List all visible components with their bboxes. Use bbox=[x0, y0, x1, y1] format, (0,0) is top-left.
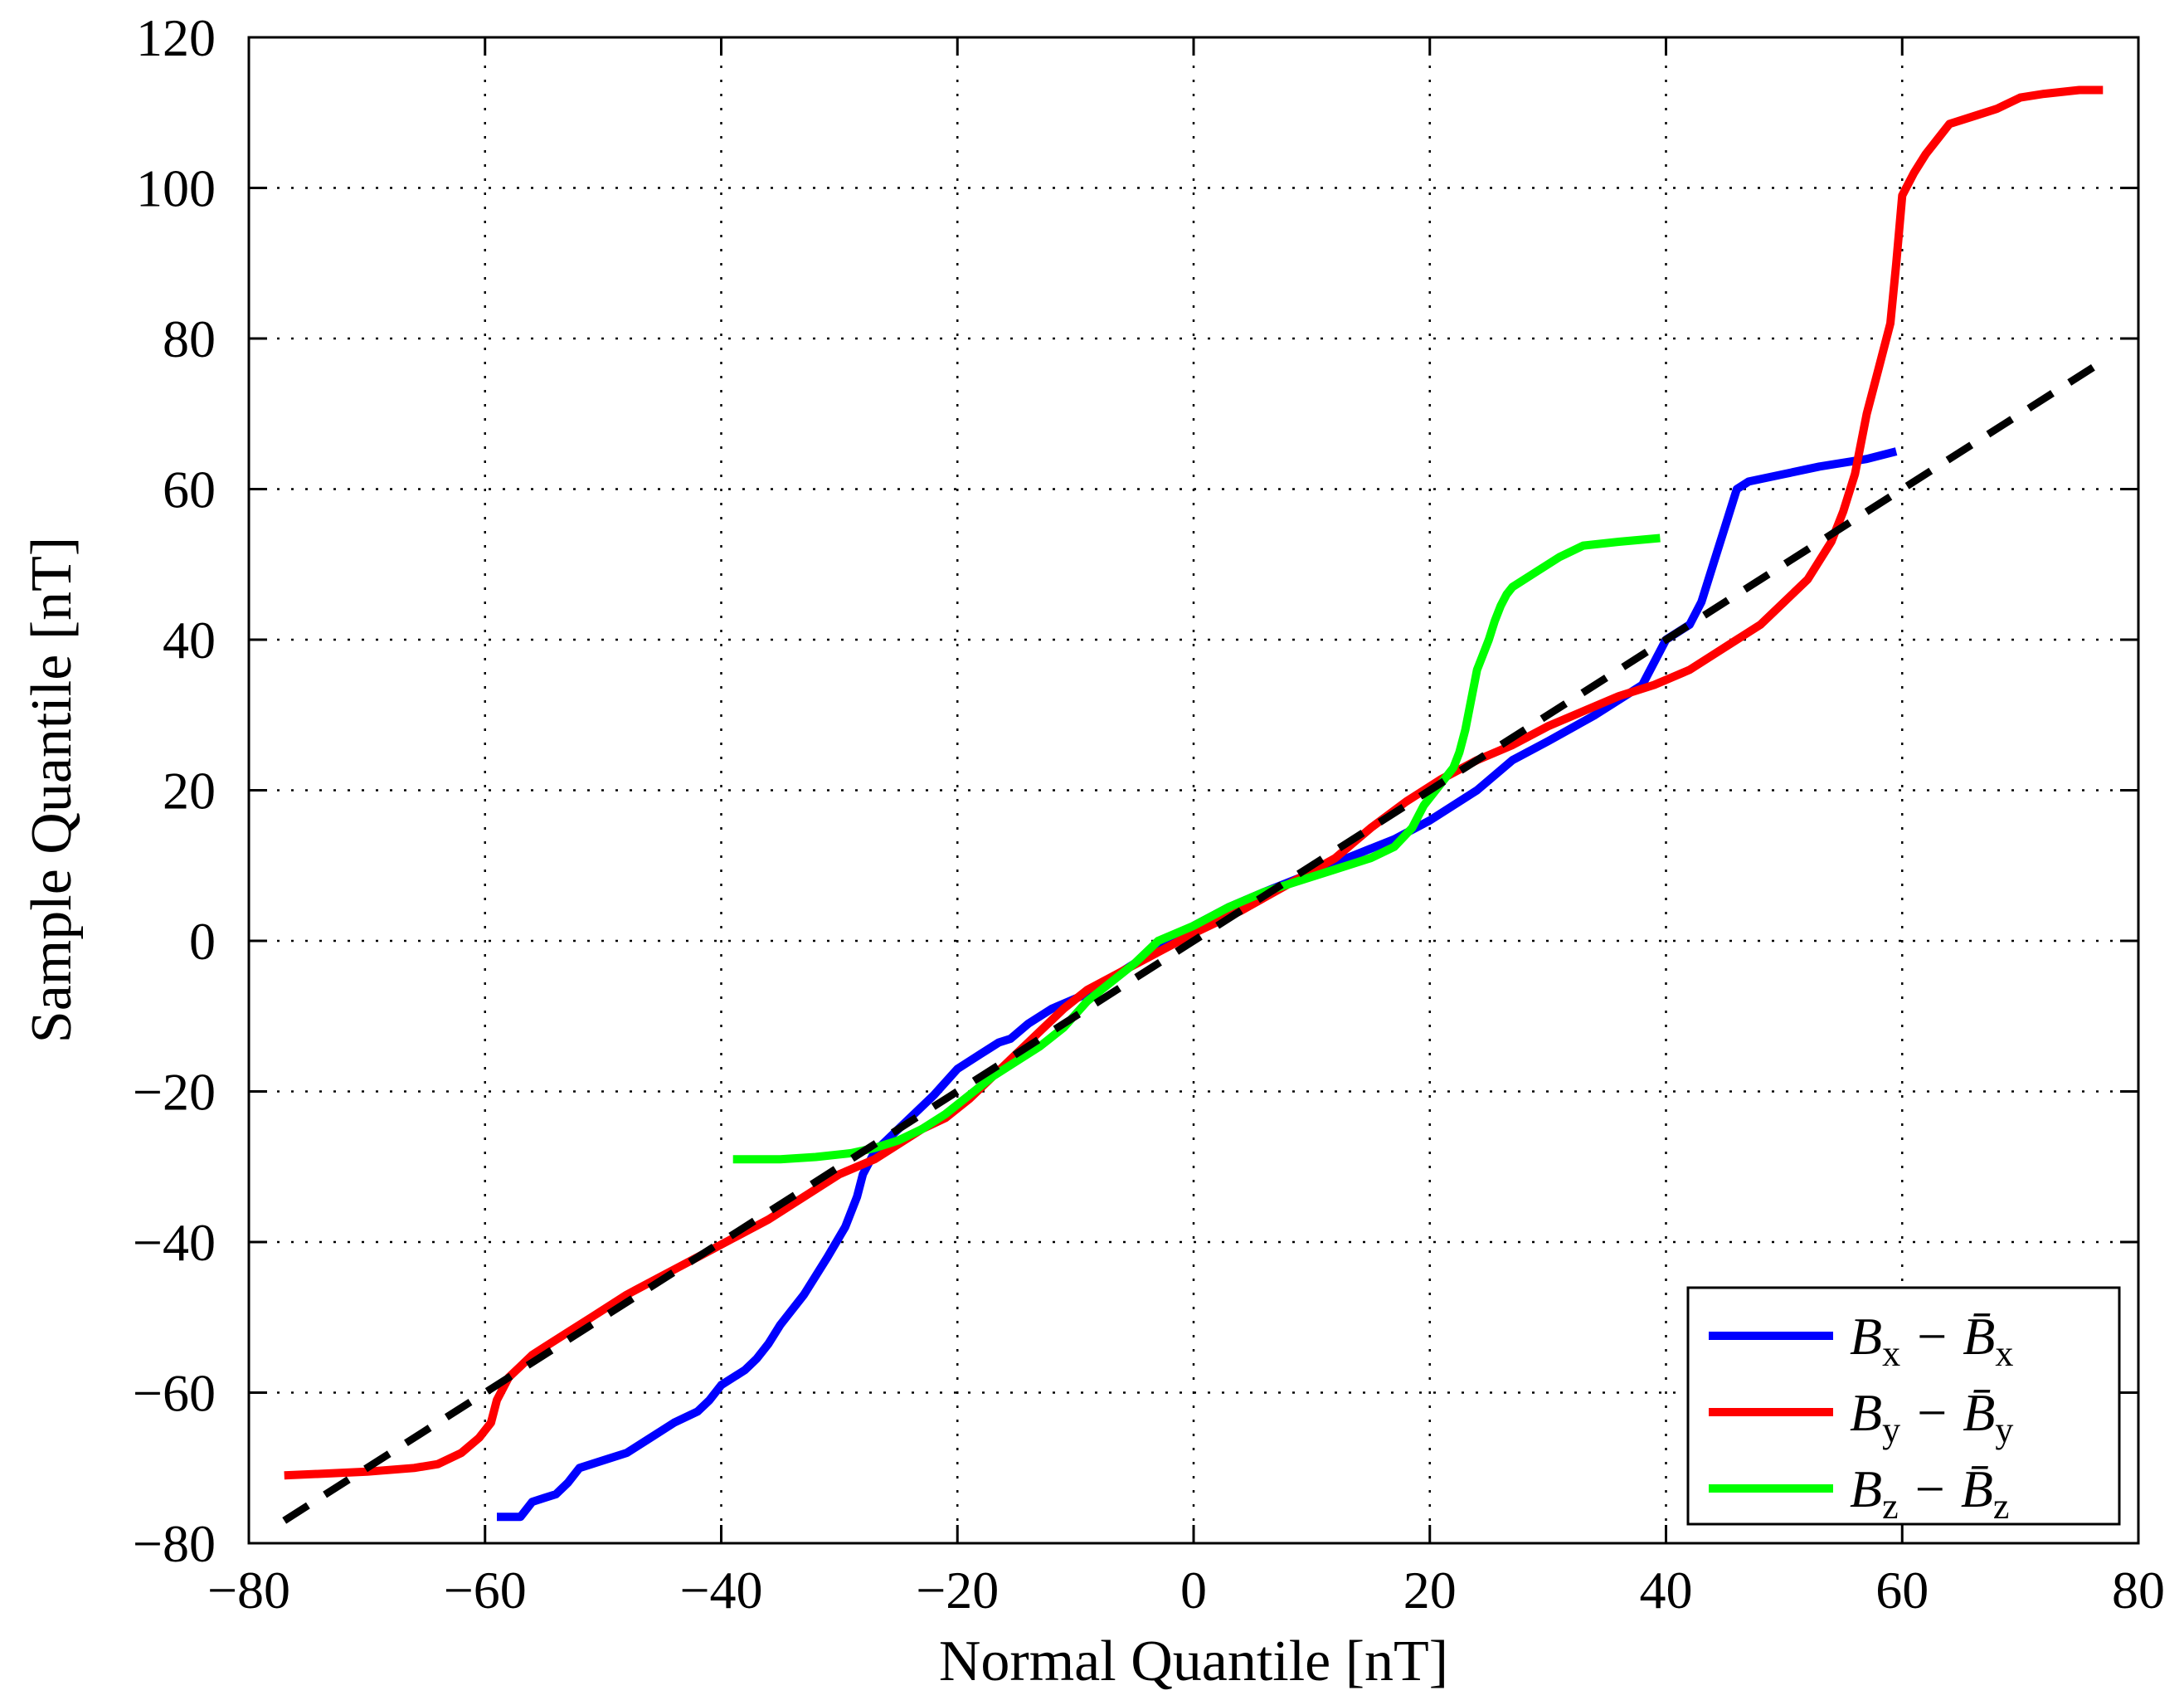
legend: Bx − B̄x By − B̄y Bz − B̄z bbox=[1686, 1286, 2121, 1527]
y-axis-title: Sample Quantile [nT] bbox=[20, 537, 84, 1043]
series-line-bx bbox=[497, 447, 1898, 1522]
legend-label-bx: Bx − B̄x bbox=[1850, 1307, 2013, 1374]
y-tick-label: 60 bbox=[163, 460, 216, 519]
x-tick-label: −60 bbox=[444, 1561, 527, 1620]
y-tick-label: 40 bbox=[163, 611, 216, 670]
y-tick-label: −40 bbox=[133, 1213, 216, 1272]
legend-label-by: By − B̄y bbox=[1850, 1383, 2013, 1450]
x-axis-title: Normal Quantile [nT] bbox=[939, 1629, 1448, 1693]
data-series bbox=[282, 85, 2105, 1524]
y-tick-labels: −80 −60 −40 −20 0 20 40 60 80 100 120 bbox=[133, 8, 216, 1573]
y-tick-label: −20 bbox=[133, 1063, 216, 1122]
x-tick-label: −80 bbox=[207, 1561, 290, 1620]
plot-frame bbox=[247, 36, 2140, 1545]
y-tick-label: −80 bbox=[133, 1514, 216, 1573]
x-tick-labels: −80 −60 −40 −20 0 20 40 60 80 bbox=[207, 1561, 2165, 1620]
reference-line bbox=[282, 358, 2105, 1524]
x-tick-label: −20 bbox=[916, 1561, 999, 1620]
y-tick-label: 120 bbox=[136, 8, 216, 67]
x-tick-label: 20 bbox=[1403, 1561, 1457, 1620]
y-tick-label: 20 bbox=[163, 762, 216, 821]
legend-label-bz: Bz − B̄z bbox=[1850, 1459, 2009, 1527]
x-tick-label: 80 bbox=[2112, 1561, 2165, 1620]
x-tick-label: −40 bbox=[679, 1561, 762, 1620]
y-tick-label: −60 bbox=[133, 1364, 216, 1423]
series-line-bz bbox=[732, 533, 1661, 1164]
x-tick-label: 60 bbox=[1875, 1561, 1929, 1620]
y-tick-label: 0 bbox=[189, 912, 216, 971]
y-tick-label: 100 bbox=[136, 159, 216, 218]
y-tick-label: 80 bbox=[163, 309, 216, 368]
x-tick-label: 0 bbox=[1180, 1561, 1207, 1620]
x-tick-label: 40 bbox=[1640, 1561, 1693, 1620]
